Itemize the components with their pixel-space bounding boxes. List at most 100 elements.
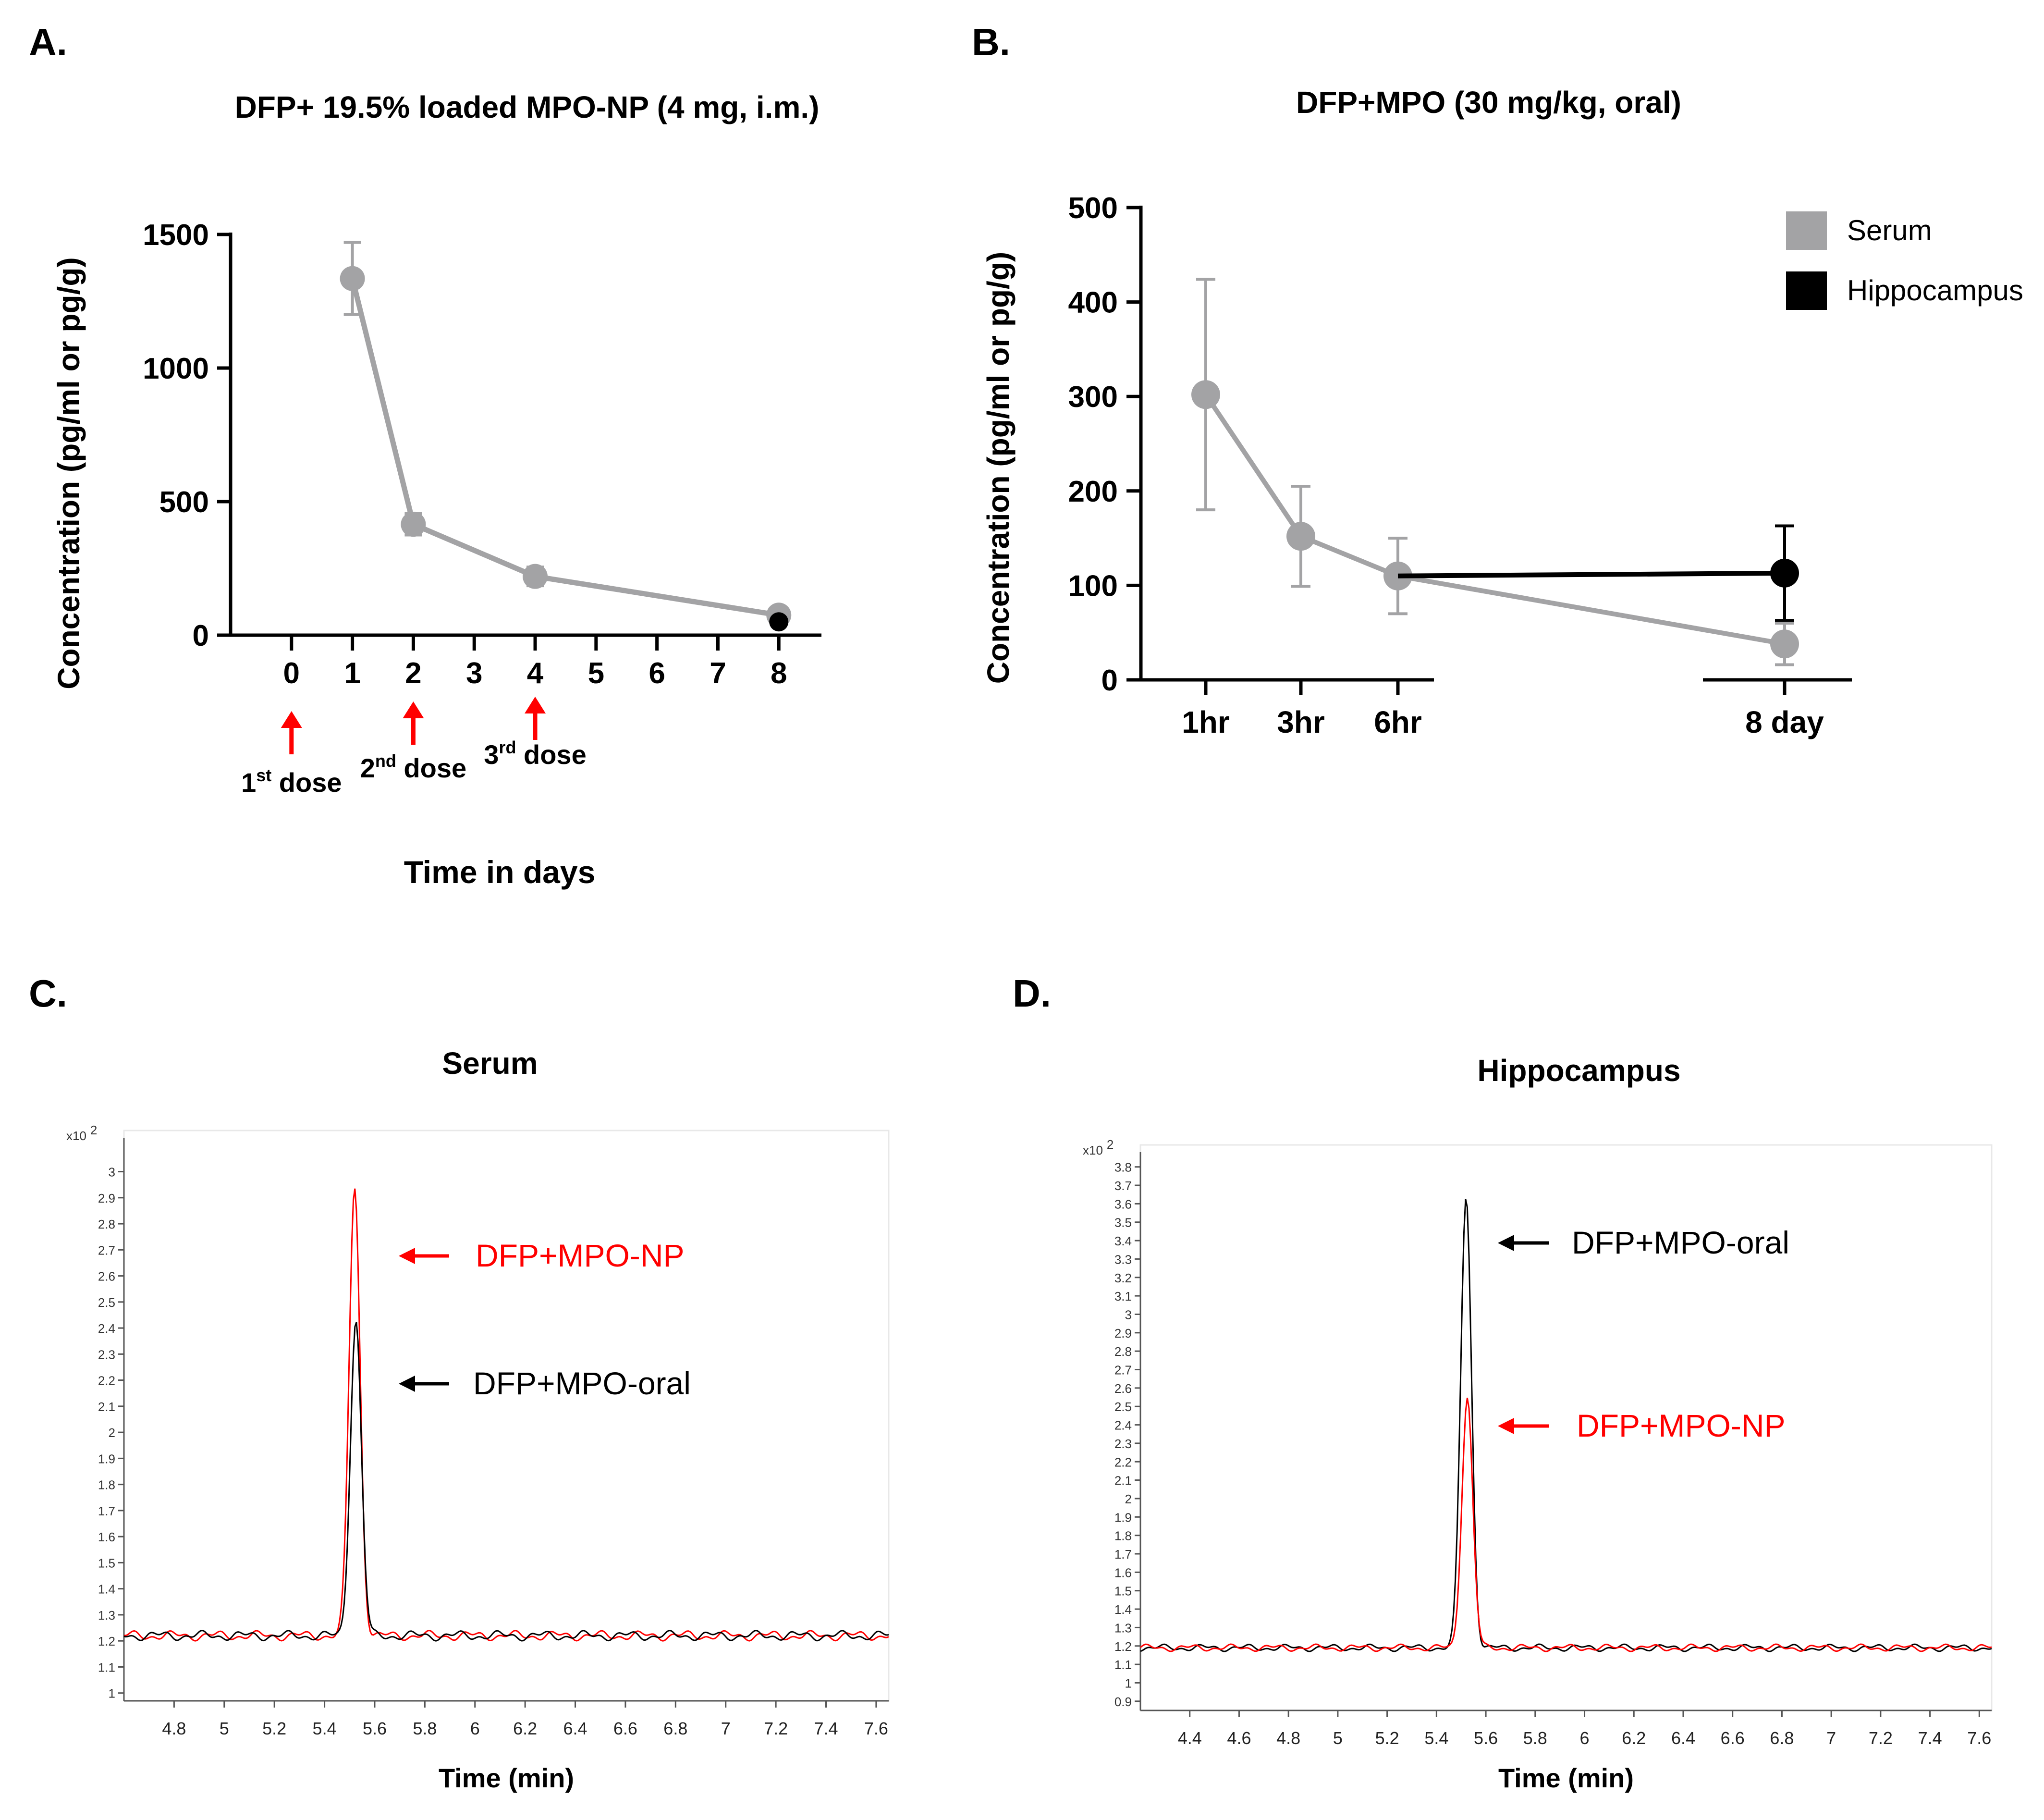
chrom-y-tick-label: 2.6 bbox=[1114, 1381, 1132, 1396]
chrom-y-tick-label: 2.5 bbox=[98, 1295, 115, 1310]
panel-c-letter: C. bbox=[29, 972, 67, 1015]
chrom-x-axis-label: Time (min) bbox=[439, 1763, 574, 1793]
a-data-point bbox=[523, 564, 548, 589]
chrom-y-tick-label: 1.5 bbox=[1114, 1584, 1132, 1599]
chrom-annotation-arrow-head bbox=[399, 1248, 415, 1264]
chrom-x-tick-label: 5 bbox=[220, 1719, 229, 1738]
chrom-y-tick-label: 2.7 bbox=[98, 1243, 115, 1257]
chrom-annotation-label: DFP+MPO-NP bbox=[476, 1238, 685, 1273]
a-y-axis-label: Concentration (pg/ml or pg/g) bbox=[51, 257, 86, 689]
chrom-x-tick-label: 5.2 bbox=[1375, 1728, 1399, 1748]
chrom-y-tick-label: 3 bbox=[1125, 1307, 1132, 1322]
a-y-tick-label: 0 bbox=[193, 619, 209, 652]
chrom-y-tick-label: 1.3 bbox=[98, 1608, 115, 1623]
chrom-y-tick-label: 2.4 bbox=[1114, 1418, 1132, 1433]
chrom-x-tick-label: 6.4 bbox=[1671, 1728, 1695, 1748]
chrom-y-tick-label: 1 bbox=[109, 1686, 115, 1701]
b-y-tick-label: 0 bbox=[1102, 664, 1118, 697]
chrom-x-tick-label: 4.4 bbox=[1178, 1728, 1202, 1748]
chrom-y-tick-label: 1.8 bbox=[1114, 1529, 1132, 1543]
chrom-trace bbox=[1140, 1398, 1992, 1652]
a-dose-arrow-head bbox=[403, 701, 424, 718]
chrom-y-tick-label: 2.5 bbox=[1114, 1400, 1132, 1414]
panel-c-chromatogram: 1 1.1 1.2 1.3 1.4 1.5 1.6 1.7 1.8 1.9 2 2.1 2.2 2.3 2.… bbox=[66, 1123, 890, 1793]
b-y-axis-label: Concentration (pg/ml or pg/g) bbox=[981, 252, 1016, 684]
a-y-tick-label: 500 bbox=[159, 486, 209, 519]
chrom-y-tick-label: 1.8 bbox=[98, 1478, 115, 1492]
chrom-x-tick-label: 5.6 bbox=[1474, 1728, 1498, 1748]
b-legend-label: Serum bbox=[1847, 214, 1932, 246]
a-x-tick-label: 1 bbox=[344, 657, 360, 690]
chrom-x-tick-label: 6 bbox=[1580, 1728, 1590, 1748]
chrom-x-tick-label: 5.4 bbox=[313, 1719, 337, 1738]
b-data-point bbox=[1286, 522, 1315, 551]
chrom-y-multiplier: x10 2 bbox=[1083, 1137, 1114, 1157]
chrom-x-tick-label: 5.2 bbox=[262, 1719, 286, 1738]
panel-b-title: DFP+MPO (30 mg/kg, oral) bbox=[1296, 85, 1681, 120]
b-y-tick-label: 100 bbox=[1068, 569, 1118, 603]
panel-d-title: Hippocampus bbox=[1477, 1053, 1680, 1088]
b-y-tick-label: 300 bbox=[1068, 381, 1118, 414]
chrom-x-tick-label: 5.6 bbox=[363, 1719, 387, 1738]
b-x-tick-label: 6hr bbox=[1374, 705, 1422, 739]
chrom-annotation-label: DFP+MPO-oral bbox=[473, 1365, 691, 1401]
chrom-y-tick-label: 2.3 bbox=[1114, 1437, 1132, 1451]
b-legend-label: Hippocampus bbox=[1847, 274, 2023, 307]
b-series-line bbox=[1397, 570, 1785, 578]
chrom-y-tick-label: 1.4 bbox=[1114, 1602, 1132, 1617]
b-y-tick-label: 400 bbox=[1068, 286, 1118, 320]
b-legend-swatch bbox=[1786, 271, 1827, 310]
a-dose-label: 1st dose bbox=[241, 765, 342, 798]
a-dose-label: 2nd dose bbox=[360, 751, 466, 783]
panel-a-title: DFP+ 19.5% loaded MPO-NP (4 mg, i.m.) bbox=[235, 90, 820, 124]
chrom-y-tick-label: 1.7 bbox=[1114, 1547, 1132, 1562]
b-data-point bbox=[1191, 380, 1220, 409]
chrom-y-tick-label: 3.6 bbox=[1114, 1197, 1132, 1211]
a-x-tick-label: 5 bbox=[588, 657, 604, 690]
b-data-point bbox=[1770, 558, 1799, 588]
chrom-y-tick-label: 1.1 bbox=[1114, 1658, 1132, 1672]
chrom-y-tick-label: 2.6 bbox=[98, 1269, 115, 1284]
chrom-x-tick-label: 7.4 bbox=[814, 1719, 838, 1738]
chrom-x-tick-label: 7.4 bbox=[1918, 1728, 1942, 1748]
b-legend-swatch bbox=[1786, 211, 1827, 250]
chrom-y-tick-label: 1.9 bbox=[1114, 1510, 1132, 1525]
chrom-y-tick-label: 2.3 bbox=[98, 1347, 115, 1362]
chrom-y-tick-label: 2.1 bbox=[1114, 1474, 1132, 1488]
chrom-y-tick-label: 2 bbox=[109, 1426, 115, 1440]
chrom-y-tick-label: 2.8 bbox=[1114, 1344, 1132, 1359]
chrom-x-tick-label: 7.2 bbox=[1869, 1728, 1893, 1748]
chrom-x-tick-label: 5.8 bbox=[413, 1719, 437, 1738]
chrom-y-tick-label: 1.6 bbox=[1114, 1565, 1132, 1580]
chrom-frame bbox=[1139, 1144, 1993, 1711]
chrom-y-tick-label: 1.4 bbox=[98, 1582, 115, 1597]
chrom-y-tick-label: 3.1 bbox=[1114, 1289, 1132, 1304]
chrom-y-tick-label: 2 bbox=[1125, 1492, 1132, 1506]
chrom-y-tick-label: 3.3 bbox=[1114, 1252, 1132, 1267]
a-y-tick-label: 1500 bbox=[143, 219, 209, 252]
chrom-y-tick-label: 2.4 bbox=[98, 1321, 115, 1336]
chrom-trace bbox=[123, 1322, 889, 1642]
chrom-x-tick-label: 6.8 bbox=[1770, 1728, 1794, 1748]
chrom-y-tick-label: 1.7 bbox=[98, 1504, 115, 1518]
chrom-x-tick-label: 7.2 bbox=[764, 1719, 788, 1738]
panel-a-letter: A. bbox=[29, 21, 67, 63]
b-x-tick-label: 3hr bbox=[1277, 705, 1325, 739]
a-y-tick-label: 1000 bbox=[143, 352, 209, 385]
panel-a-chart: 0 500 1000 1500 0 1 2 3 4 5 6 7 8 Concentration (pg/m… bbox=[51, 219, 821, 890]
b-x-tick-label: 8 day bbox=[1745, 705, 1824, 739]
chrom-x-axis-label: Time (min) bbox=[1498, 1763, 1634, 1793]
a-x-tick-label: 0 bbox=[283, 657, 300, 690]
chrom-x-tick-label: 4.6 bbox=[1227, 1728, 1251, 1748]
chrom-x-tick-label: 4.8 bbox=[1276, 1728, 1300, 1748]
chrom-x-tick-label: 6.6 bbox=[613, 1719, 637, 1738]
chrom-x-tick-label: 5.8 bbox=[1523, 1728, 1547, 1748]
chrom-x-tick-label: 5.4 bbox=[1424, 1728, 1448, 1748]
chrom-annotation-label: DFP+MPO-NP bbox=[1577, 1408, 1786, 1443]
chrom-x-tick-label: 4.8 bbox=[162, 1719, 186, 1738]
chrom-y-tick-label: 3.5 bbox=[1114, 1216, 1132, 1230]
chrom-y-tick-label: 2.8 bbox=[98, 1217, 115, 1231]
chrom-y-tick-label: 3.7 bbox=[1114, 1179, 1132, 1193]
panel-b-chart: 0 100 200 300 400 500 1hr 3hr 6hr 8 day Concentrat… bbox=[981, 192, 2023, 739]
a-x-tick-label: 7 bbox=[710, 657, 726, 690]
